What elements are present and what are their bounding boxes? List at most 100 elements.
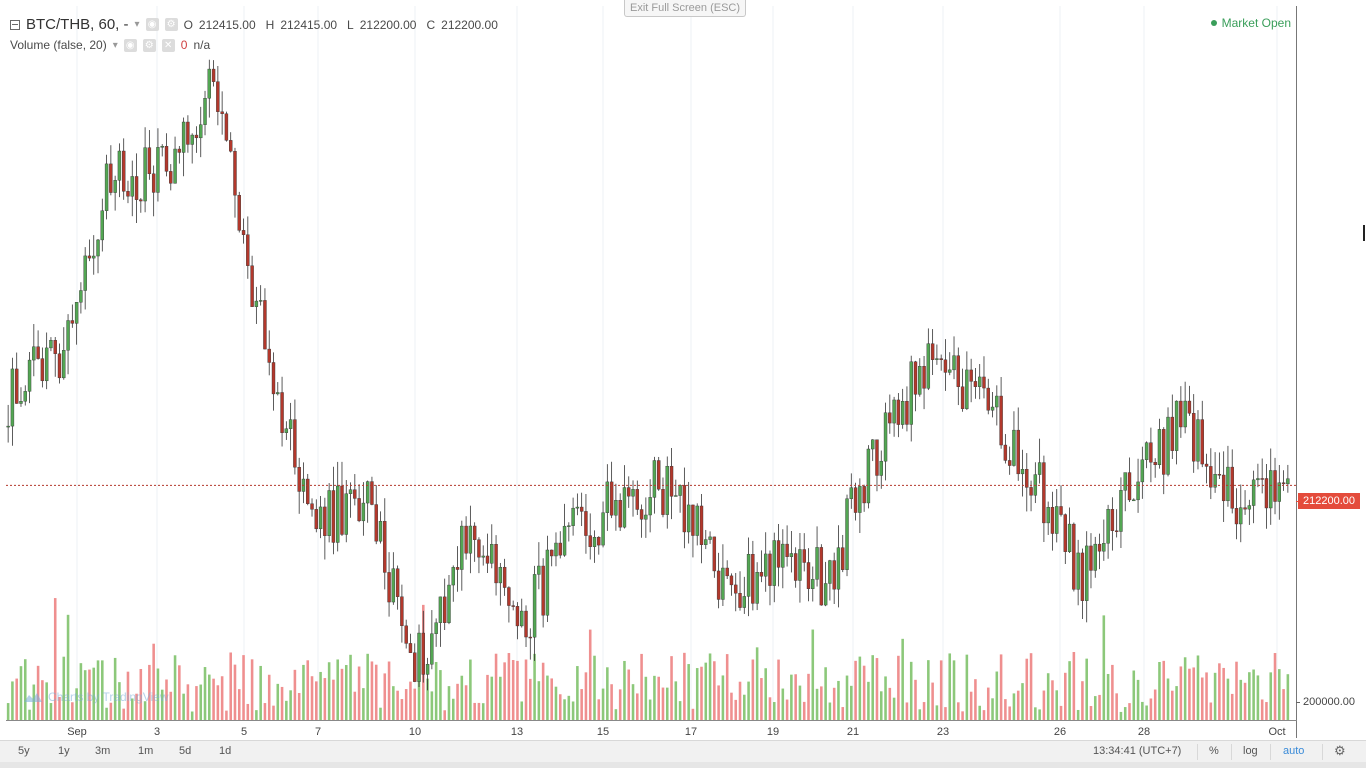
volume-bar — [126, 671, 130, 720]
volume-bar — [19, 666, 23, 720]
candle-body — [400, 596, 404, 627]
volume-bar — [1226, 678, 1230, 720]
last-price-label: 212200.00 — [1298, 493, 1360, 509]
gear-icon[interactable]: ⚙ — [1334, 743, 1346, 758]
volume-bar — [456, 683, 459, 720]
legend-main: BTC/THB, 60, - ▾ ◉ ⚙ O 212415.00 H 21241… — [10, 16, 502, 33]
candle-body — [53, 340, 57, 354]
volume-bar — [820, 686, 823, 720]
volume-bar — [62, 656, 66, 720]
candle-body — [348, 489, 353, 494]
candle-body — [417, 632, 421, 682]
volume-bar — [764, 668, 767, 720]
candle-body — [631, 489, 635, 497]
candle-body — [532, 574, 537, 638]
candle-body — [186, 121, 190, 145]
gear-icon[interactable]: ⚙ — [164, 18, 178, 31]
candle-body — [263, 300, 267, 350]
volume-bar — [760, 678, 763, 720]
volume-bar — [263, 703, 267, 720]
candle-body — [280, 392, 284, 433]
close-icon[interactable]: ✕ — [161, 38, 175, 52]
volume-bar — [96, 660, 100, 720]
exit-fullscreen-button[interactable]: Exit Full Screen (ESC) — [624, 0, 747, 17]
candle-body — [905, 400, 909, 425]
volume-bar — [957, 702, 960, 720]
volume-bar — [225, 710, 228, 720]
candle-body — [635, 489, 639, 510]
volume-bar — [1016, 690, 1020, 720]
eye-icon[interactable]: ◉ — [145, 18, 159, 31]
volume-bar — [178, 665, 181, 720]
separator — [1322, 744, 1323, 760]
eye-icon[interactable]: ◉ — [123, 38, 137, 52]
candle-body — [657, 460, 661, 490]
volume-bar — [909, 661, 913, 720]
candle-body — [1179, 400, 1183, 428]
candle-body — [661, 489, 665, 515]
candle-body — [241, 230, 246, 235]
volume-bar — [901, 638, 904, 720]
volume-bar — [383, 673, 387, 720]
volume-bar — [982, 710, 986, 720]
volume-bar — [986, 687, 990, 720]
gear-icon[interactable]: ⚙ — [142, 38, 156, 52]
log-toggle[interactable]: log — [1243, 745, 1258, 757]
volume-bar — [71, 702, 74, 720]
candle-body — [686, 504, 691, 533]
range-1y-button[interactable]: 1y — [58, 745, 70, 757]
candle-body — [481, 555, 485, 558]
volume-bar — [1256, 675, 1260, 720]
range-5y-button[interactable]: 5y — [18, 745, 30, 757]
volume-bar — [280, 686, 284, 720]
symbol-label[interactable]: BTC/THB, 60, - — [26, 16, 129, 33]
volume-study-label[interactable]: Volume (false, 20) — [10, 38, 107, 52]
candle-body — [1110, 509, 1115, 531]
range-5d-button[interactable]: 5d — [179, 745, 192, 757]
volume-bar — [991, 698, 994, 720]
volume-bar — [237, 689, 241, 720]
percent-toggle[interactable]: % — [1209, 745, 1219, 757]
candle-body — [395, 568, 400, 597]
volume-bar — [580, 689, 583, 720]
volume-bar — [1089, 706, 1093, 720]
candle-body — [318, 506, 323, 530]
volume-bar — [670, 656, 673, 720]
candle-body — [879, 460, 883, 476]
ohlc-low-key: L — [347, 17, 354, 32]
candle-body — [288, 419, 293, 429]
volume-bar — [511, 660, 515, 720]
candle-body — [537, 565, 541, 575]
volume-bar — [1239, 679, 1243, 720]
candle-body — [618, 500, 622, 528]
candle-body — [464, 525, 468, 554]
chevron-down-icon[interactable]: ▾ — [112, 39, 118, 51]
watermark[interactable]: Charts by TradingView — [22, 690, 169, 704]
range-1m-button[interactable]: 1m — [138, 745, 154, 757]
volume-bar — [451, 698, 455, 720]
volume-bar — [952, 660, 956, 720]
range-3m-button[interactable]: 3m — [95, 745, 111, 757]
auto-scale-toggle[interactable]: auto — [1283, 745, 1305, 757]
volume-bar — [156, 668, 160, 720]
candle-body — [511, 605, 515, 607]
candle-body — [83, 255, 87, 291]
candle-body — [1166, 416, 1170, 475]
volume-bar — [426, 678, 429, 720]
candle-body — [485, 555, 490, 564]
candle-body — [224, 113, 229, 141]
x-tick-label: 13 — [511, 726, 523, 738]
collapse-square-icon[interactable] — [10, 19, 20, 30]
volume-bar — [79, 663, 83, 720]
volume-bar — [11, 681, 14, 720]
candle-body — [310, 503, 314, 510]
chevron-down-icon[interactable]: ▾ — [134, 19, 140, 30]
volume-bar — [1072, 652, 1076, 720]
volume-bar — [845, 675, 849, 720]
volume-bar — [165, 679, 168, 720]
candle-body — [74, 302, 79, 324]
range-1d-button[interactable]: 1d — [219, 745, 232, 757]
volume-bar — [323, 678, 327, 720]
volume-bar — [897, 655, 900, 720]
